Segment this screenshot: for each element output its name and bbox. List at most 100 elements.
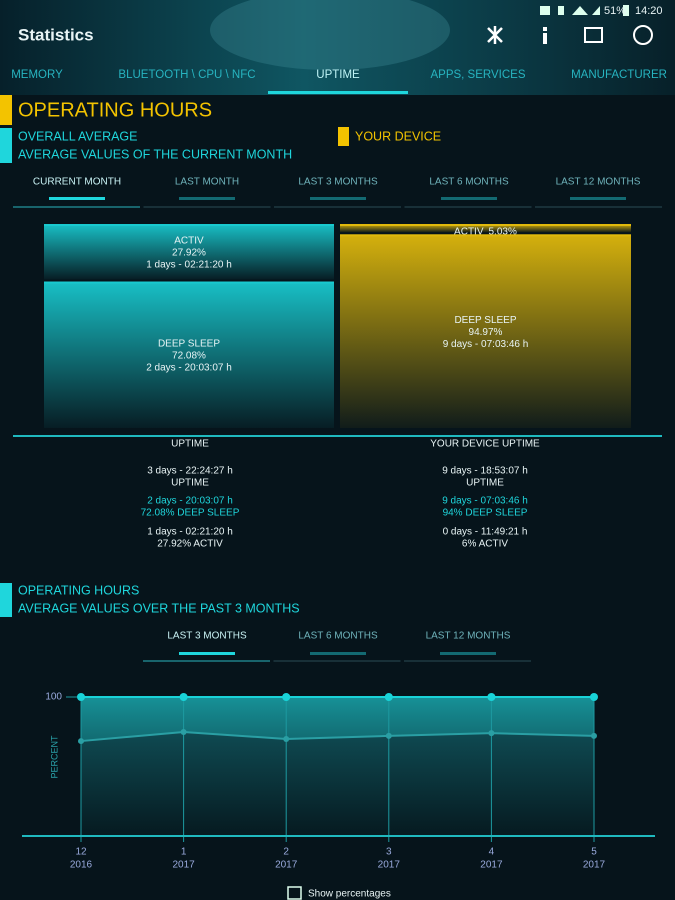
- x-tick-label: 5: [591, 847, 597, 858]
- data-point: [591, 732, 597, 739]
- x-tick-label: 12: [75, 847, 87, 858]
- tab[interactable]: APPS, SERVICES: [430, 69, 525, 81]
- section-marker: [0, 95, 12, 125]
- checkbox-label[interactable]: Show percentages: [308, 889, 391, 900]
- legend-entry: YOUR DEVICE: [355, 129, 441, 143]
- tab[interactable]: MEMORY: [11, 69, 63, 81]
- x-tick-label: 4: [489, 847, 495, 858]
- series-line: [80, 731, 595, 743]
- block-name: DEEP SLEEP: [158, 338, 220, 349]
- summary-sleep: 2 days - 20:03:07 h: [147, 496, 233, 507]
- tree-block: [340, 224, 631, 233]
- data-point: [77, 693, 85, 701]
- status-icon: [540, 6, 550, 15]
- period-underline: [179, 652, 235, 655]
- data-point: [385, 732, 392, 739]
- summary-total-label: UPTIME: [466, 478, 504, 489]
- summary-active: 1 days - 02:21:20 h: [147, 527, 233, 538]
- info-button[interactable]: [543, 27, 547, 31]
- summary-sleep-label: 72.08% DEEP SLEEP: [141, 508, 240, 519]
- data-point: [487, 693, 496, 701]
- battery-icon: [623, 5, 629, 16]
- block-value: 72.08%: [172, 350, 206, 361]
- summary-total: 9 days - 18:53:07 h: [442, 466, 528, 477]
- period-tab[interactable]: LAST 12 MONTHS: [556, 177, 641, 188]
- y-axis-label: PERCENT: [49, 735, 59, 779]
- status-icon: [558, 6, 564, 15]
- data-point: [590, 693, 598, 701]
- info-button-stem: [543, 33, 547, 44]
- block-value: 94.97%: [469, 327, 503, 338]
- period-tab[interactable]: CURRENT MONTH: [33, 177, 121, 188]
- summary-sleep-label: 94% DEEP SLEEP: [443, 508, 528, 519]
- tree-block: [44, 281, 334, 428]
- summary-total-label: UPTIME: [171, 478, 209, 489]
- block-name: DEEP SLEEP: [454, 315, 516, 326]
- data-point: [488, 730, 495, 737]
- legend-marker: [338, 127, 349, 146]
- data-point: [282, 693, 291, 701]
- signal-icon: [592, 6, 600, 15]
- block-duration: 9 days - 07:03:46 h: [443, 339, 529, 350]
- summary-active-label: 27.92% ACTIV: [157, 539, 223, 550]
- header-art: [210, 0, 450, 70]
- x-tick-label: 1: [181, 847, 187, 858]
- period-tab[interactable]: LAST MONTH: [175, 177, 239, 188]
- section-subtitle: AVERAGE VALUES OVER THE PAST 3 MONTHS: [18, 601, 300, 615]
- header-background: [0, 0, 675, 95]
- period-underline: [179, 197, 235, 200]
- period-tab[interactable]: LAST 6 MONTHS: [298, 631, 378, 642]
- summary-active-label: 6% ACTIV: [462, 539, 508, 550]
- legend-marker: [0, 128, 12, 163]
- tab[interactable]: MANUFACTURER: [571, 69, 667, 81]
- area-fill: [81, 732, 594, 836]
- tree-block: [44, 224, 334, 280]
- clock: 14:20: [635, 5, 663, 17]
- tools-button[interactable]: [487, 26, 503, 44]
- summary-active: 0 days - 11:49:21 h: [443, 527, 528, 538]
- screenshot-button[interactable]: [584, 27, 603, 43]
- block-name: ACTIV: [454, 227, 484, 238]
- period-tab[interactable]: LAST 6 MONTHS: [429, 177, 509, 188]
- data-point: [283, 735, 290, 742]
- battery-level: 51%: [604, 5, 626, 17]
- legend-entry: AVERAGE VALUES OF THE CURRENT MONTH: [18, 147, 292, 161]
- period-underline: [440, 652, 496, 655]
- y-tick-label: 100: [45, 692, 62, 703]
- wifi-icon: [572, 6, 588, 15]
- toolbar-actions: [487, 25, 653, 45]
- period-underline: [441, 197, 497, 200]
- checkbox[interactable]: [287, 886, 302, 900]
- summary-sleep: 9 days - 07:03:46 h: [442, 496, 528, 507]
- legend-entry: OVERALL AVERAGE: [18, 129, 138, 143]
- share-button[interactable]: [633, 25, 653, 45]
- period-underline: [49, 197, 105, 200]
- summary-title: YOUR DEVICE UPTIME: [430, 439, 540, 450]
- block-duration: 2 days - 20:03:07 h: [146, 362, 232, 373]
- data-point: [384, 693, 393, 701]
- x-tick-year: 2017: [378, 860, 401, 871]
- data-point: [78, 738, 84, 745]
- period-underline: [570, 197, 626, 200]
- x-tick-year: 2017: [172, 860, 195, 871]
- tree-block: [340, 234, 631, 428]
- app-title: Statistics: [18, 25, 94, 44]
- period-underline: [310, 197, 366, 200]
- section-title: OPERATING HOURS: [18, 583, 139, 597]
- period-tab[interactable]: LAST 3 MONTHS: [298, 177, 378, 188]
- period-tab[interactable]: LAST 3 MONTHS: [167, 631, 247, 642]
- tab[interactable]: UPTIME: [316, 69, 360, 81]
- x-tick-year: 2017: [480, 860, 503, 871]
- x-tick-label: 2: [283, 847, 289, 858]
- x-tick-label: 3: [386, 847, 392, 858]
- tab[interactable]: BLUETOOTH \ CPU \ NFC: [118, 69, 255, 81]
- x-tick-year: 2017: [583, 860, 606, 871]
- period-tab[interactable]: LAST 12 MONTHS: [426, 631, 511, 642]
- section-marker: [0, 583, 12, 617]
- block-value: 5.03%: [489, 227, 517, 238]
- period-underline: [310, 652, 366, 655]
- data-point: [180, 729, 187, 736]
- block-duration: 1 days - 02:21:20 h: [146, 259, 232, 270]
- block-name: ACTIV: [174, 235, 204, 246]
